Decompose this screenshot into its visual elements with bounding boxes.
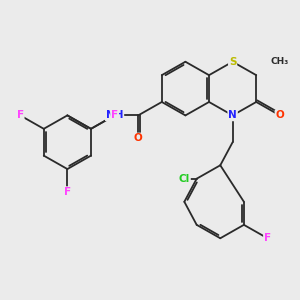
Text: N: N: [228, 110, 237, 120]
Text: CH₃: CH₃: [271, 57, 289, 66]
Text: F: F: [64, 187, 71, 197]
Text: F: F: [111, 110, 118, 120]
Text: F: F: [264, 233, 271, 243]
Text: Cl: Cl: [179, 174, 190, 184]
Text: F: F: [16, 110, 24, 120]
Text: O: O: [275, 110, 284, 120]
Text: NH: NH: [106, 110, 123, 120]
Text: O: O: [134, 134, 142, 143]
Text: S: S: [229, 57, 236, 67]
